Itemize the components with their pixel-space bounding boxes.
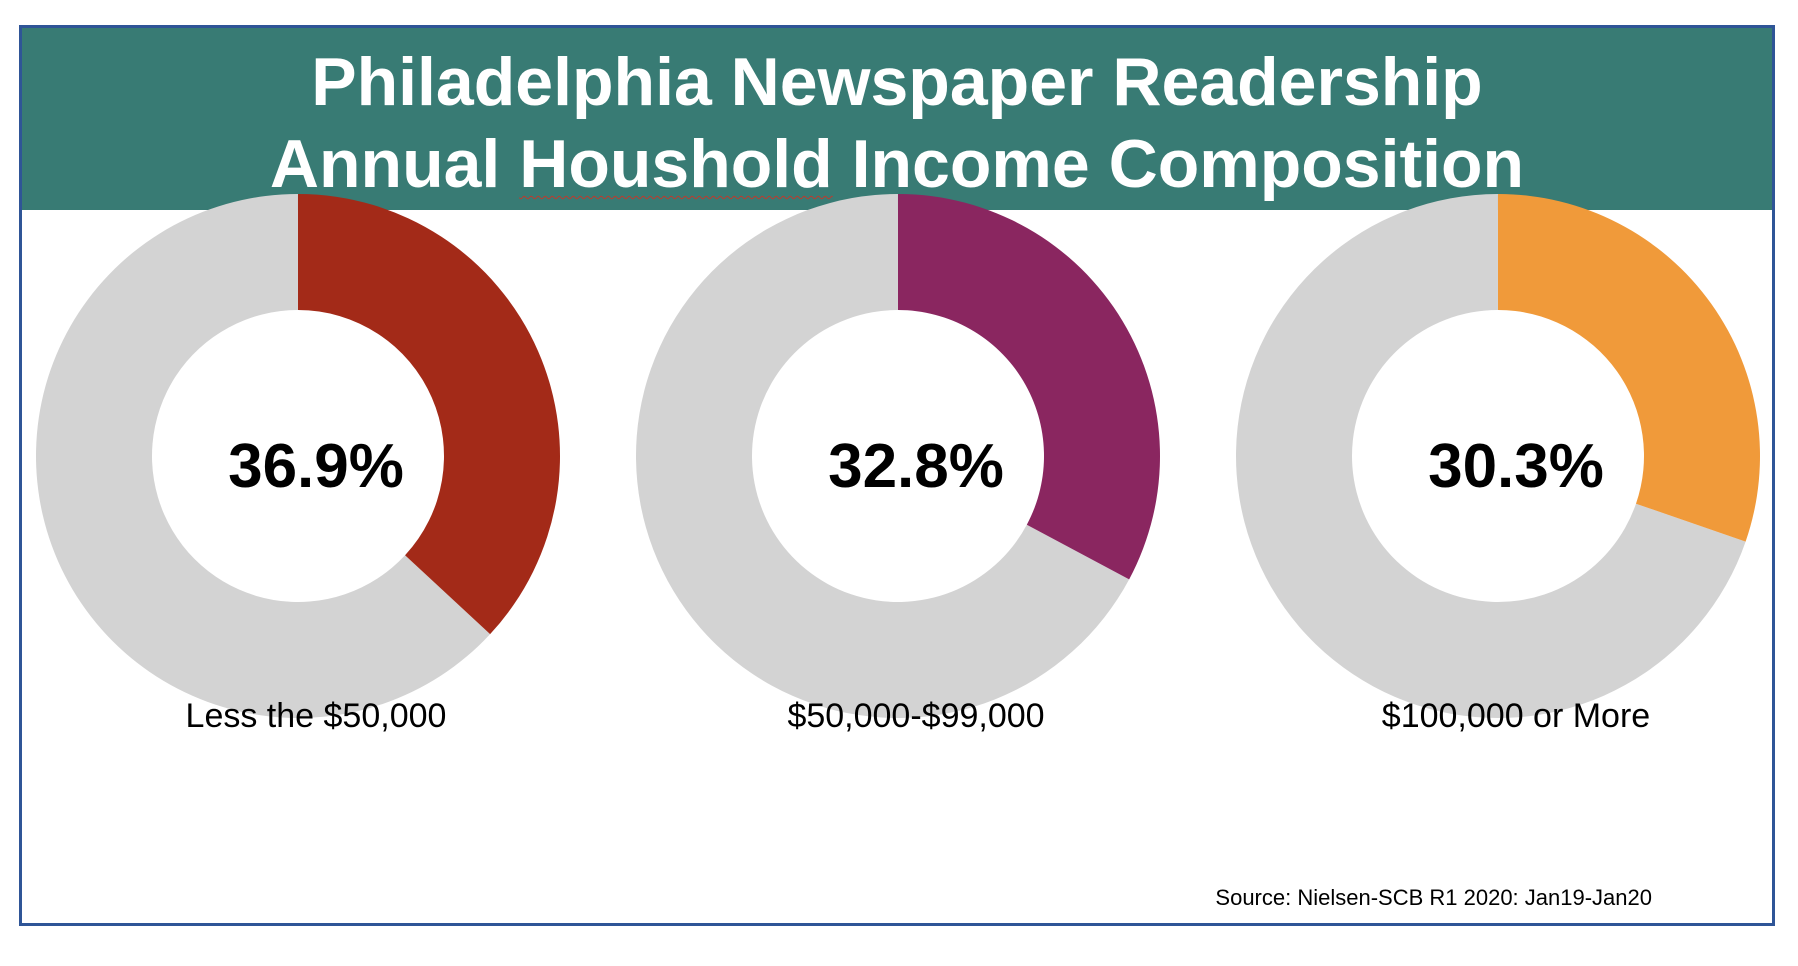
donut-2-category-label: $50,000-$99,000 — [787, 697, 1045, 735]
donut-3-remainder-slice — [1236, 194, 1746, 718]
donut-2-value-slice — [898, 194, 1160, 580]
title-text-annual: Annual — [269, 126, 520, 202]
source-note: Source: Nielsen-SCB R1 2020: Jan19-Jan20 — [1215, 885, 1652, 910]
donut-1-value-slice — [298, 194, 560, 635]
donut-3-percent-label: 30.3% — [1428, 432, 1604, 501]
donut-1-remainder-slice — [35, 194, 491, 718]
donut-1-category-label: Less the $50,000 — [185, 697, 447, 735]
donut-2-remainder-slice — [635, 194, 1130, 719]
title-text-income-composition: Income Composition — [832, 126, 1525, 202]
donut-3-value-slice — [1498, 194, 1761, 542]
title-text-houshold: Houshold — [519, 126, 833, 202]
chart-header: Philadelphia Newspaper Readership Annual… — [22, 28, 1772, 210]
donut-2-percent-label: 32.8% — [828, 432, 1004, 501]
donut-3-category-label: $100,000 or More — [1381, 697, 1651, 735]
chart-title-line-1: Philadelphia Newspaper Readership — [311, 44, 1483, 120]
chart-frame: Philadelphia Newspaper Readership Annual… — [19, 25, 1775, 926]
donut-1-percent-label: 36.9% — [228, 432, 404, 501]
chart-title-line-2: Annual Houshold Income Composition — [22, 116, 1772, 198]
donut-charts — [35, 194, 1761, 719]
